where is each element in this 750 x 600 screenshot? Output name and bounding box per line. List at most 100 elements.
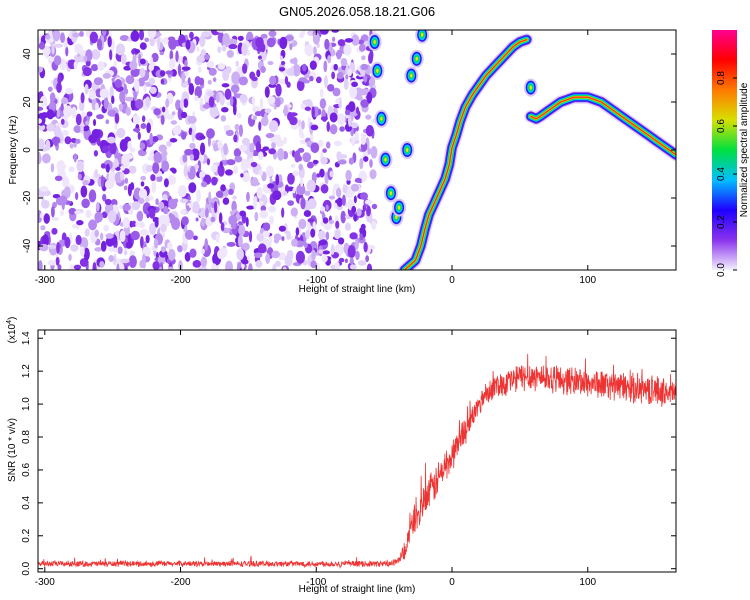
noise-cell [320,156,328,165]
noise-cell [115,166,121,171]
noise-cell [101,145,110,153]
ridge-fragment [373,40,376,44]
noise-cell [159,51,165,56]
noise-cell [100,240,107,252]
noise-cell [167,266,174,270]
noise-cell [267,96,276,105]
spectrogram-x-axis-label: Height of straight line (km) [299,284,416,295]
noise-cell [56,242,60,254]
y-tick-label: -40 [22,238,33,253]
noise-cell [240,158,249,172]
noise-cell [239,210,246,217]
noise-cell [102,72,111,79]
noise-cell [326,121,331,133]
noise-cell [119,171,125,181]
noise-cell [200,217,206,227]
noise-cell [196,189,201,203]
noise-cell [109,86,114,99]
noise-cell [295,227,300,236]
noise-cell [104,198,112,206]
noise-cell [312,159,319,165]
noise-cell [347,245,356,259]
noise-cell [119,230,126,242]
spectrogram-x-ticks: -300 -200 -100 0 100 [35,30,597,286]
noise-cell [274,260,281,267]
noise-cell [265,132,275,139]
noise-cell [79,246,85,257]
noise-cell [96,114,104,120]
noise-cell [171,168,177,174]
noise-cell [324,75,328,88]
noise-cell [300,177,304,187]
noise-cell [42,45,51,57]
noise-cell [232,195,237,200]
noise-cell [125,75,135,85]
noise-cell [187,77,191,86]
noise-cell [113,247,119,253]
noise-cell [179,198,189,204]
y-tick-label: 0.0 [21,561,32,575]
noise-cell [260,65,266,74]
noise-cell [39,95,48,107]
noise-cell [183,98,189,108]
y-tick-label: 1.2 [21,364,32,378]
noise-cell [64,236,71,249]
noise-cell [256,233,264,242]
noise-cell [255,259,263,268]
noise-cell [199,170,206,178]
noise-cell [221,107,229,113]
noise-cell [296,79,305,91]
noise-cell [259,210,269,219]
noise-cell [206,128,215,139]
noise-cell [38,260,43,270]
noise-cell [246,205,255,210]
noise-cell [310,142,320,154]
noise-cell [318,249,324,254]
noise-cell [71,106,77,119]
noise-cell [94,168,98,179]
noise-cell [211,176,218,186]
noise-cell [38,41,46,50]
noise-cell [298,218,307,230]
noise-cell [320,184,329,194]
noise-cell [318,108,322,116]
noise-cell [125,106,131,116]
noise-cell [271,250,280,259]
noise-cell [336,197,343,207]
noise-cell [151,135,159,143]
noise-cell [38,151,41,164]
noise-cell [153,108,161,116]
noise-cell [283,136,288,145]
noise-cell [284,34,294,42]
spectrogram-marks [38,30,676,270]
noise-cell [290,207,298,217]
y-tick-label: -20 [22,190,33,205]
noise-cell [260,116,269,127]
noise-cell [120,53,127,65]
colorbar-tick-label: 0.0 [716,263,727,277]
noise-cell [268,83,277,88]
x-tick-label: -300 [35,275,55,286]
noise-cell [302,152,312,163]
noise-cell [51,227,58,235]
noise-cell [266,37,276,48]
noise-cell [225,260,233,270]
noise-cell [141,253,146,265]
noise-cell [184,59,188,68]
noise-cell [275,139,285,147]
noise-cell [302,79,310,84]
noise-cell [277,252,287,261]
snr-y-multiplier-suffix: ) [7,317,18,320]
noise-cell [226,159,236,166]
noise-cell [38,66,43,73]
noise-cell [158,201,165,210]
noise-cell [255,141,262,153]
noise-cell [307,198,317,210]
noise-cell [157,255,166,265]
noise-cell [148,208,156,219]
noise-cell [268,215,274,225]
noise-cell [231,71,241,85]
noise-cell [49,92,56,103]
noise-cell [234,123,240,131]
noise-cell [94,247,103,252]
